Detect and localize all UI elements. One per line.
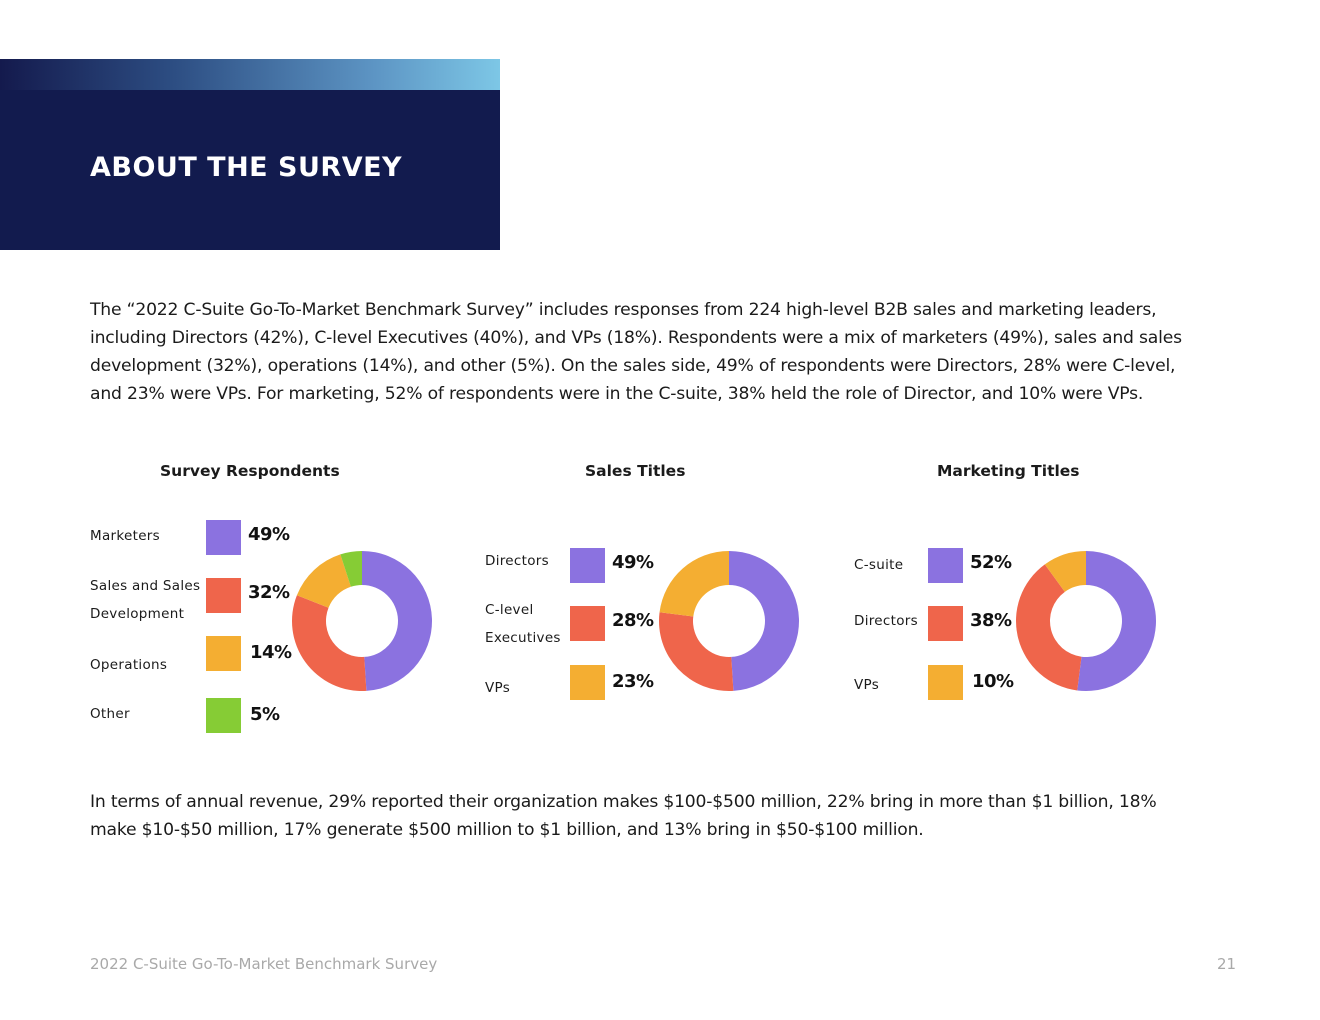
value-label-vps: 10% xyxy=(972,671,1014,692)
value-label-vps: 23% xyxy=(612,671,654,692)
legend-label-sales-development: Sales and Sales Development xyxy=(90,578,201,622)
value-label-directors: 49% xyxy=(612,552,654,573)
donut-slice-marketers xyxy=(362,551,433,691)
donut-slice-vps xyxy=(1044,551,1086,592)
legend-label-vps: VPs xyxy=(485,680,511,696)
legend-swatch-c-suite xyxy=(928,548,963,583)
revenue-paragraph: In terms of annual revenue, 29% reported… xyxy=(90,792,1157,840)
legend-swatch-sales-development xyxy=(206,578,241,613)
donut-chart xyxy=(1016,551,1156,691)
legend-swatch-vps xyxy=(570,665,605,700)
donut-chart xyxy=(292,551,433,691)
legend-swatch-other xyxy=(206,698,241,733)
legend-swatch-marketers xyxy=(206,520,241,555)
legend-label-other: Other xyxy=(90,706,130,722)
donut-slice-directors xyxy=(729,551,800,691)
donut-slice-vps xyxy=(659,551,729,617)
donut-slice-operations xyxy=(296,554,351,608)
donut-slice-sales-and-sales-development xyxy=(292,595,367,691)
value-label-c-level-executives: 28% xyxy=(612,610,654,631)
chart-marketing-titles: Marketing Titles C-suite 52% Directors 3… xyxy=(854,462,1184,752)
donut-slice-c-suite xyxy=(1077,551,1156,691)
intro-paragraph: The “2022 C-Suite Go-To-Market Benchmark… xyxy=(90,300,1182,404)
legend-label-c-suite: C-suite xyxy=(854,557,904,573)
legend-label-operations: Operations xyxy=(90,657,168,673)
title-block xyxy=(0,90,500,250)
page-title: ABOUT THE SURVEY xyxy=(90,152,403,183)
legend-label-directors: Directors xyxy=(485,553,549,569)
chart-title: Sales Titles xyxy=(585,462,686,480)
chart-title: Survey Respondents xyxy=(160,462,340,480)
value-label-sales-development: 32% xyxy=(248,582,290,603)
legend-swatch-directors xyxy=(570,548,605,583)
footer-page-number: 21 xyxy=(1217,955,1237,973)
legend-label-vps: VPs xyxy=(854,677,880,693)
legend-label-c-level-executives: C-level Executives xyxy=(485,602,561,646)
value-label-marketers: 49% xyxy=(248,524,290,545)
legend-swatch-vps xyxy=(928,665,963,700)
legend-swatch-c-level-executives xyxy=(570,606,605,641)
chart-title: Marketing Titles xyxy=(937,462,1080,480)
legend-label-marketers: Marketers xyxy=(90,528,160,544)
legend-swatch-operations xyxy=(206,636,241,671)
value-label-other: 5% xyxy=(250,704,280,725)
donut-slice-c-level-executives xyxy=(659,612,734,691)
value-label-operations: 14% xyxy=(250,642,292,663)
value-label-directors: 38% xyxy=(970,610,1012,631)
legend-label-directors: Directors xyxy=(854,613,918,629)
chart-sales-titles: Sales Titles Directors 49% C-level Execu… xyxy=(485,462,815,752)
donut-slice-directors xyxy=(1016,564,1082,691)
donut-chart xyxy=(659,551,800,691)
header-gradient-bar xyxy=(0,59,500,90)
chart-survey-respondents: Survey Respondents Marketers 49% Sales a… xyxy=(90,462,440,752)
donut-slice-other xyxy=(340,551,362,587)
legend-swatch-directors xyxy=(928,606,963,641)
value-label-c-suite: 52% xyxy=(970,552,1012,573)
footer-report-title: 2022 C-Suite Go-To-Market Benchmark Surv… xyxy=(90,955,438,973)
